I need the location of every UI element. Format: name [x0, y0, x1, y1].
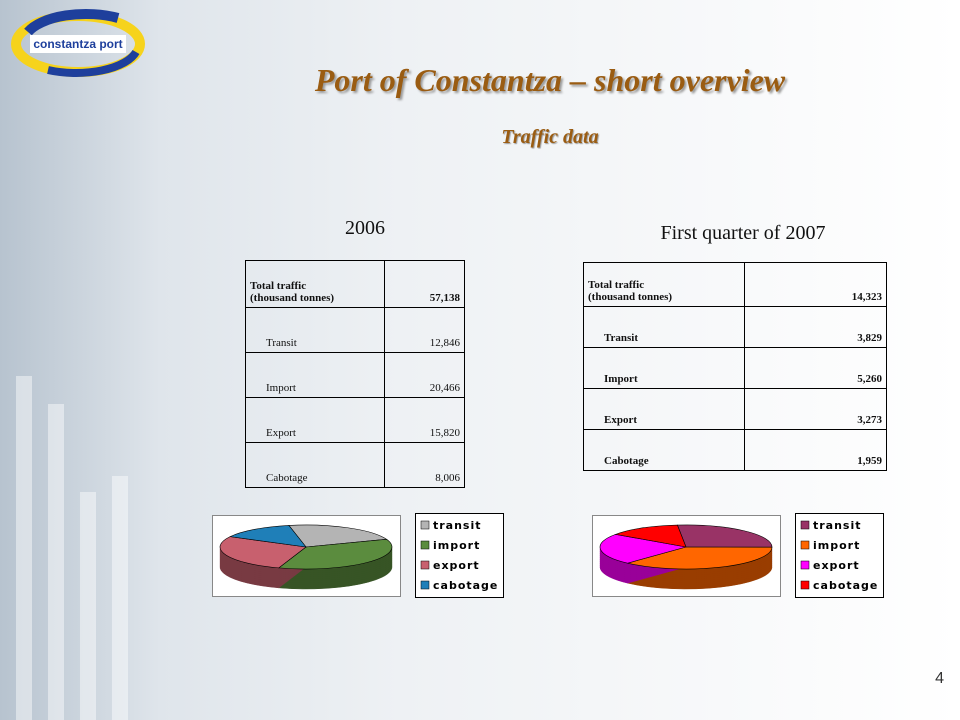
- legend-swatch: [800, 580, 810, 590]
- table-row: Cabotage 1,959: [583, 429, 887, 471]
- title: Port of Constantza – short overview: [314, 62, 786, 98]
- table-cell: Transit: [245, 307, 385, 353]
- table-row: Import 5,260: [583, 347, 887, 389]
- panel-heading: 2006: [345, 217, 385, 239]
- table-row: Transit 3,829: [583, 306, 887, 348]
- pie-slice: [278, 538, 393, 570]
- legend-label: import: [433, 539, 480, 552]
- pie-slice: [627, 546, 773, 570]
- logo: constantza port: [11, 8, 145, 77]
- pie-slice: [614, 524, 687, 548]
- pie-slice: [599, 534, 687, 564]
- total-label: (thousand tonnes): [250, 292, 335, 304]
- legend-swatch: [800, 540, 810, 550]
- table-cell: 57,138: [384, 260, 465, 308]
- table-cell: 20,466: [384, 352, 465, 398]
- legend-label: transit: [813, 519, 862, 532]
- panel-heading: First quarter of 2007: [660, 222, 826, 244]
- legend-label: transit: [433, 519, 482, 532]
- table-row: Transit 12,846: [245, 307, 465, 353]
- page-number: 4: [935, 670, 944, 687]
- total-label: Total traffic: [588, 279, 645, 291]
- legend-swatch: [800, 560, 810, 570]
- traffic-table: Total traffic (thousand tonnes) 14,323 Tran…: [583, 262, 887, 471]
- subtitle: Traffic data: [501, 126, 599, 148]
- pie-chart: [212, 515, 401, 597]
- table-cell: Export: [583, 388, 745, 430]
- table-cell: 3,829: [744, 306, 887, 348]
- table-cell: 15,820: [384, 397, 465, 443]
- table-row: Export 3,273: [583, 388, 887, 430]
- table-cell: 1,959: [744, 429, 887, 471]
- table-row: Total traffic (thousand tonnes) 57,138: [245, 260, 465, 308]
- table-cell: Import: [245, 352, 385, 398]
- pie-chart: [592, 515, 781, 597]
- pie-slice: [219, 536, 307, 569]
- legend-label: export: [813, 559, 860, 572]
- legend-swatch: [420, 540, 430, 550]
- table-cell: Cabotage: [583, 429, 745, 471]
- table-cell: Import: [583, 347, 745, 389]
- table-cell: Cabotage: [245, 442, 385, 488]
- table-cell: Total traffic (thousand tonnes): [245, 260, 385, 308]
- table-row: Import 20,466: [245, 352, 465, 398]
- legend-label: cabotage: [813, 579, 878, 592]
- legend-swatch: [420, 560, 430, 570]
- table-cell: 8,006: [384, 442, 465, 488]
- table-cell: Total traffic (thousand tonnes): [583, 262, 745, 307]
- total-label: Total traffic: [250, 280, 307, 292]
- table-cell: Transit: [583, 306, 745, 348]
- total-label: (thousand tonnes): [588, 291, 673, 303]
- legend-label: import: [813, 539, 860, 552]
- traffic-table: Total traffic (thousand tonnes) 57,138 Tran…: [245, 260, 465, 488]
- legend-swatch: [800, 520, 810, 530]
- table-row: Cabotage 8,006: [245, 442, 465, 488]
- legend-frame: [795, 513, 884, 598]
- table-cell: 5,260: [744, 347, 887, 389]
- legend: transit import export cabotage: [795, 513, 884, 598]
- table-cell: 14,323: [744, 262, 887, 307]
- table-row: Export 15,820: [245, 397, 465, 443]
- legend-swatch: [420, 580, 430, 590]
- legend-label: cabotage: [433, 579, 498, 592]
- table-row: Total traffic (thousand tonnes) 14,323: [583, 262, 887, 307]
- logo-text: constantza port: [33, 37, 122, 51]
- legend-label: export: [433, 559, 480, 572]
- legend-swatch: [420, 520, 430, 530]
- pie-slice: [229, 525, 307, 548]
- table-cell: 12,846: [384, 307, 465, 353]
- legend: transit import export cabotage: [415, 513, 504, 598]
- pie-slice: [676, 524, 773, 548]
- table-cell: Export: [245, 397, 385, 443]
- legend-frame: [415, 513, 504, 598]
- table-cell: 3,273: [744, 388, 887, 430]
